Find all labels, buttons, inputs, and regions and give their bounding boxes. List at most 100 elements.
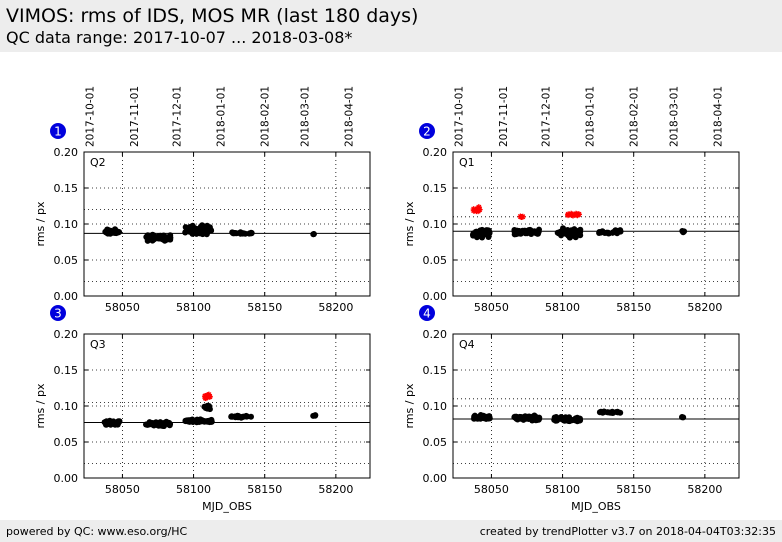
header-bar: VIMOS: rms of IDS, MOS MR (last 180 days… [0, 0, 782, 52]
data-point [202, 230, 209, 237]
y-tick-label: 0.00 [423, 472, 448, 485]
y-axis-label: rms / px [403, 383, 416, 428]
y-tick-label: 0.15 [423, 364, 448, 377]
x-tick-label: 58200 [318, 301, 353, 314]
data-point [235, 413, 242, 420]
date-tick-label: 2018-04-01 [713, 86, 725, 147]
y-tick-label: 0.00 [423, 290, 448, 303]
data-point [144, 421, 151, 428]
outlier-point [470, 206, 477, 213]
date-tick-label: 2018-02-01 [260, 86, 272, 147]
x-tick-label: 58200 [687, 483, 722, 496]
data-point [115, 420, 121, 427]
x-tick-label: 58150 [247, 483, 282, 496]
panel-number-label: 4 [423, 307, 431, 321]
x-tick-label: 58100 [176, 483, 211, 496]
y-tick-label: 0.10 [54, 218, 79, 231]
date-tick-label: 2017-12-01 [540, 86, 552, 147]
footer-bar: powered by QC: www.eso.org/HC created by… [0, 520, 782, 542]
plot-frame [83, 151, 371, 297]
data-point [572, 234, 579, 241]
x-tick-label: 58100 [545, 483, 580, 496]
outlier-point [519, 213, 526, 220]
x-tick-label: 58100 [176, 301, 211, 314]
data-point [513, 414, 520, 421]
panel-number-label: 1 [54, 125, 62, 139]
data-point [165, 235, 172, 242]
outlier-point [569, 211, 576, 218]
x-tick-label: 58150 [616, 301, 651, 314]
data-point [472, 232, 479, 239]
y-tick-label: 0.20 [54, 328, 79, 341]
data-point [475, 415, 482, 422]
data-point [531, 413, 538, 420]
y-axis-label: rms / px [34, 201, 47, 246]
y-tick-label: 0.05 [54, 436, 79, 449]
data-points [470, 204, 688, 241]
data-point [486, 415, 493, 422]
y-tick-label: 0.20 [423, 328, 448, 341]
data-point [166, 421, 172, 428]
data-point [231, 230, 238, 237]
trend-plots: 0.00 0.05 0.10 0.15 0.20 58050 58100 58150 58200… [34, 86, 740, 513]
data-points [101, 391, 319, 429]
y-axis-label: rms / px [403, 201, 416, 246]
date-tick-label: 2018-03-01 [669, 86, 681, 147]
panel-number-badge [419, 123, 435, 139]
x-tick-label: 58100 [545, 301, 580, 314]
outlier-point [201, 393, 208, 400]
data-point [248, 230, 255, 237]
date-tick-label: 2017-12-01 [171, 86, 183, 147]
y-tick-label: 0.15 [423, 182, 448, 195]
y-tick-label: 0.00 [54, 290, 79, 303]
plot-frame [83, 333, 371, 479]
data-point [565, 232, 572, 239]
page-title: VIMOS: rms of IDS, MOS MR (last 180 days… [6, 5, 419, 27]
page-subtitle: QC data range: 2017-10-07 ... 2018-03-08… [6, 28, 353, 47]
plot-frame [452, 333, 740, 479]
y-tick-label: 0.15 [54, 364, 79, 377]
date-tick-label: 2017-10-01 [454, 86, 466, 147]
data-point [196, 417, 203, 424]
y-tick-label: 0.15 [54, 182, 79, 195]
data-point [112, 226, 118, 233]
data-point [611, 228, 618, 235]
quadrant-label: Q1 [459, 156, 475, 169]
data-point [680, 229, 687, 236]
x-tick-label: 58050 [474, 301, 509, 314]
data-point [551, 416, 558, 423]
data-point [158, 420, 165, 426]
x-tick-label: 58050 [474, 483, 509, 496]
data-point [206, 403, 213, 410]
chart-panel-1: 0.00 0.05 0.10 0.15 0.20 58050 58100 58150 58200… [34, 86, 371, 314]
panel-number-label: 3 [54, 307, 62, 321]
panel-number-badge [419, 305, 435, 321]
y-tick-label: 0.05 [423, 254, 448, 267]
data-point [562, 414, 569, 421]
x-tick-label: 58050 [105, 483, 140, 496]
date-tick-label: 2018-01-01 [585, 86, 597, 147]
x-axis-label: MJD_OBS [571, 500, 621, 513]
data-point [574, 417, 581, 424]
y-tick-label: 0.20 [423, 146, 448, 159]
chart-panel-3: 0.00 0.05 0.10 0.15 0.20 58050 58100 58150 58200… [34, 305, 371, 513]
outlier-point [565, 211, 572, 218]
data-point [605, 229, 612, 236]
data-point [240, 230, 247, 237]
data-point [155, 233, 162, 240]
y-tick-label: 0.10 [423, 400, 448, 413]
y-tick-label: 0.10 [423, 218, 448, 231]
data-point [513, 231, 520, 238]
chart-panel-4: 0.00 0.05 0.10 0.15 0.20 58050 58100 58150 58200… [403, 305, 740, 513]
x-tick-label: 58200 [318, 483, 353, 496]
x-tick-label: 58050 [105, 301, 140, 314]
panel-number-label: 2 [423, 125, 431, 139]
plot-frame [452, 151, 740, 297]
data-point [599, 409, 606, 416]
date-tick-label: 2018-01-01 [216, 86, 228, 147]
y-tick-label: 0.05 [423, 436, 448, 449]
data-point [485, 227, 492, 234]
data-point [561, 227, 568, 234]
data-point [617, 227, 624, 234]
date-tick-label: 2017-11-01 [498, 86, 510, 147]
